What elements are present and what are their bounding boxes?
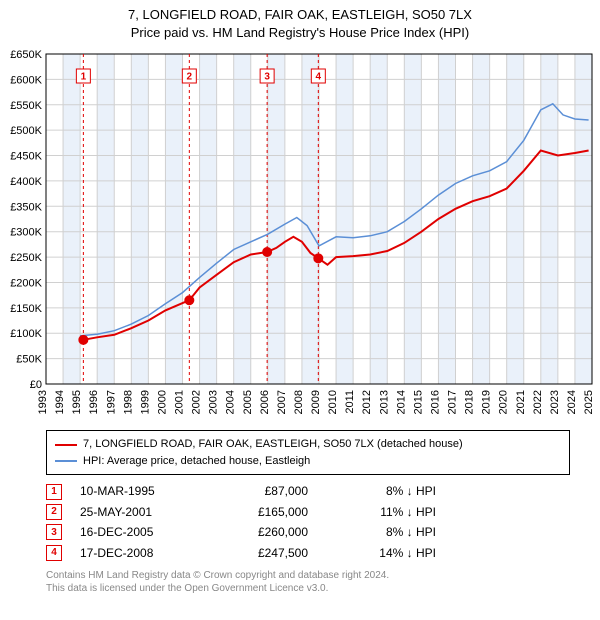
svg-text:3: 3 — [264, 72, 270, 83]
svg-text:1993: 1993 — [37, 390, 49, 414]
svg-text:1995: 1995 — [71, 390, 83, 414]
svg-text:1999: 1999 — [139, 390, 151, 414]
svg-text:2008: 2008 — [293, 390, 305, 414]
svg-text:2: 2 — [187, 72, 193, 83]
svg-text:2012: 2012 — [361, 390, 373, 414]
sales-table: 1 10-MAR-1995 £87,000 8% ↓ HPI 2 25-MAY-2001 £… — [46, 481, 570, 563]
svg-text:£250K: £250K — [10, 252, 42, 264]
svg-text:£450K: £450K — [10, 151, 42, 163]
sale-date: 16-DEC-2005 — [80, 522, 200, 542]
sale-price: £247,500 — [218, 543, 308, 563]
svg-text:1998: 1998 — [122, 390, 134, 414]
legend: 7, LONGFIELD ROAD, FAIR OAK, EASTLEIGH, … — [46, 430, 570, 475]
svg-text:£500K: £500K — [10, 126, 42, 138]
svg-text:2003: 2003 — [208, 390, 220, 414]
svg-text:2025: 2025 — [583, 390, 595, 414]
sales-row: 1 10-MAR-1995 £87,000 8% ↓ HPI — [46, 481, 570, 501]
svg-text:£600K: £600K — [10, 75, 42, 87]
svg-text:£400K: £400K — [10, 176, 42, 188]
sale-price: £165,000 — [218, 502, 308, 522]
title-line-1: 7, LONGFIELD ROAD, FAIR OAK, EASTLEIGH, … — [0, 6, 600, 24]
legend-swatch — [55, 460, 77, 462]
legend-swatch — [55, 444, 77, 446]
svg-text:2007: 2007 — [276, 390, 288, 414]
sales-row: 2 25-MAY-2001 £165,000 11% ↓ HPI — [46, 502, 570, 522]
svg-text:2019: 2019 — [481, 390, 493, 414]
sale-marker-box: 1 — [46, 484, 62, 500]
svg-text:2009: 2009 — [310, 390, 322, 414]
svg-text:2021: 2021 — [515, 390, 527, 414]
svg-text:1997: 1997 — [105, 390, 117, 414]
sale-marker-box: 3 — [46, 524, 62, 540]
sale-price: £260,000 — [218, 522, 308, 542]
svg-text:2015: 2015 — [412, 390, 424, 414]
svg-text:2018: 2018 — [464, 390, 476, 414]
title-line-2: Price paid vs. HM Land Registry's House … — [0, 24, 600, 42]
svg-text:2004: 2004 — [225, 390, 237, 414]
legend-item: 7, LONGFIELD ROAD, FAIR OAK, EASTLEIGH, … — [55, 436, 561, 453]
sale-diff: 14% ↓ HPI — [326, 543, 436, 563]
svg-text:£550K: £550K — [10, 100, 42, 112]
footnote-line-2: This data is licensed under the Open Gov… — [46, 582, 570, 595]
sales-row: 4 17-DEC-2008 £247,500 14% ↓ HPI — [46, 543, 570, 563]
chart-container: 7, LONGFIELD ROAD, FAIR OAK, EASTLEIGH, … — [0, 0, 600, 595]
svg-text:2002: 2002 — [191, 390, 203, 414]
chart-area: £0 £50K £100K £150K £200K £250K £300K £350K £400… — [0, 44, 600, 424]
sales-row: 3 16-DEC-2005 £260,000 8% ↓ HPI — [46, 522, 570, 542]
svg-text:2000: 2000 — [156, 390, 168, 414]
legend-item: HPI: Average price, detached house, East… — [55, 453, 561, 470]
svg-text:£0: £0 — [30, 379, 42, 391]
svg-text:1994: 1994 — [54, 390, 66, 414]
sale-date: 17-DEC-2008 — [80, 543, 200, 563]
sale-price: £87,000 — [218, 481, 308, 501]
svg-text:1996: 1996 — [88, 390, 100, 414]
svg-text:2020: 2020 — [498, 390, 510, 414]
svg-text:4: 4 — [316, 72, 322, 83]
svg-text:2024: 2024 — [566, 390, 578, 414]
svg-text:£200K: £200K — [10, 278, 42, 290]
svg-text:£350K: £350K — [10, 202, 42, 214]
sale-diff: 8% ↓ HPI — [326, 481, 436, 501]
svg-text:£300K: £300K — [10, 227, 42, 239]
svg-text:2017: 2017 — [447, 390, 459, 414]
sale-marker-box: 2 — [46, 504, 62, 520]
svg-text:2010: 2010 — [327, 390, 339, 414]
footnote-line-1: Contains HM Land Registry data © Crown c… — [46, 569, 570, 582]
svg-text:2005: 2005 — [242, 390, 254, 414]
svg-text:2001: 2001 — [174, 390, 186, 414]
svg-text:2013: 2013 — [378, 390, 390, 414]
svg-text:£150K: £150K — [10, 303, 42, 315]
sale-date: 25-MAY-2001 — [80, 502, 200, 522]
svg-text:2022: 2022 — [532, 390, 544, 414]
sale-date: 10-MAR-1995 — [80, 481, 200, 501]
svg-text:£100K: £100K — [10, 329, 42, 341]
svg-text:£650K: £650K — [10, 49, 42, 61]
footnote: Contains HM Land Registry data © Crown c… — [46, 569, 570, 595]
svg-text:2011: 2011 — [344, 390, 356, 414]
legend-label: HPI: Average price, detached house, East… — [83, 453, 310, 470]
sale-marker-box: 4 — [46, 545, 62, 561]
svg-text:2014: 2014 — [395, 390, 407, 414]
svg-text:2016: 2016 — [429, 390, 441, 414]
title-block: 7, LONGFIELD ROAD, FAIR OAK, EASTLEIGH, … — [0, 0, 600, 44]
legend-label: 7, LONGFIELD ROAD, FAIR OAK, EASTLEIGH, … — [83, 436, 463, 453]
svg-text:2006: 2006 — [259, 390, 271, 414]
chart-svg: £0 £50K £100K £150K £200K £250K £300K £350K £400… — [0, 44, 600, 424]
sale-diff: 11% ↓ HPI — [326, 502, 436, 522]
svg-text:£50K: £50K — [16, 354, 42, 366]
sale-diff: 8% ↓ HPI — [326, 522, 436, 542]
svg-text:2023: 2023 — [549, 390, 561, 414]
svg-text:1: 1 — [81, 72, 87, 83]
